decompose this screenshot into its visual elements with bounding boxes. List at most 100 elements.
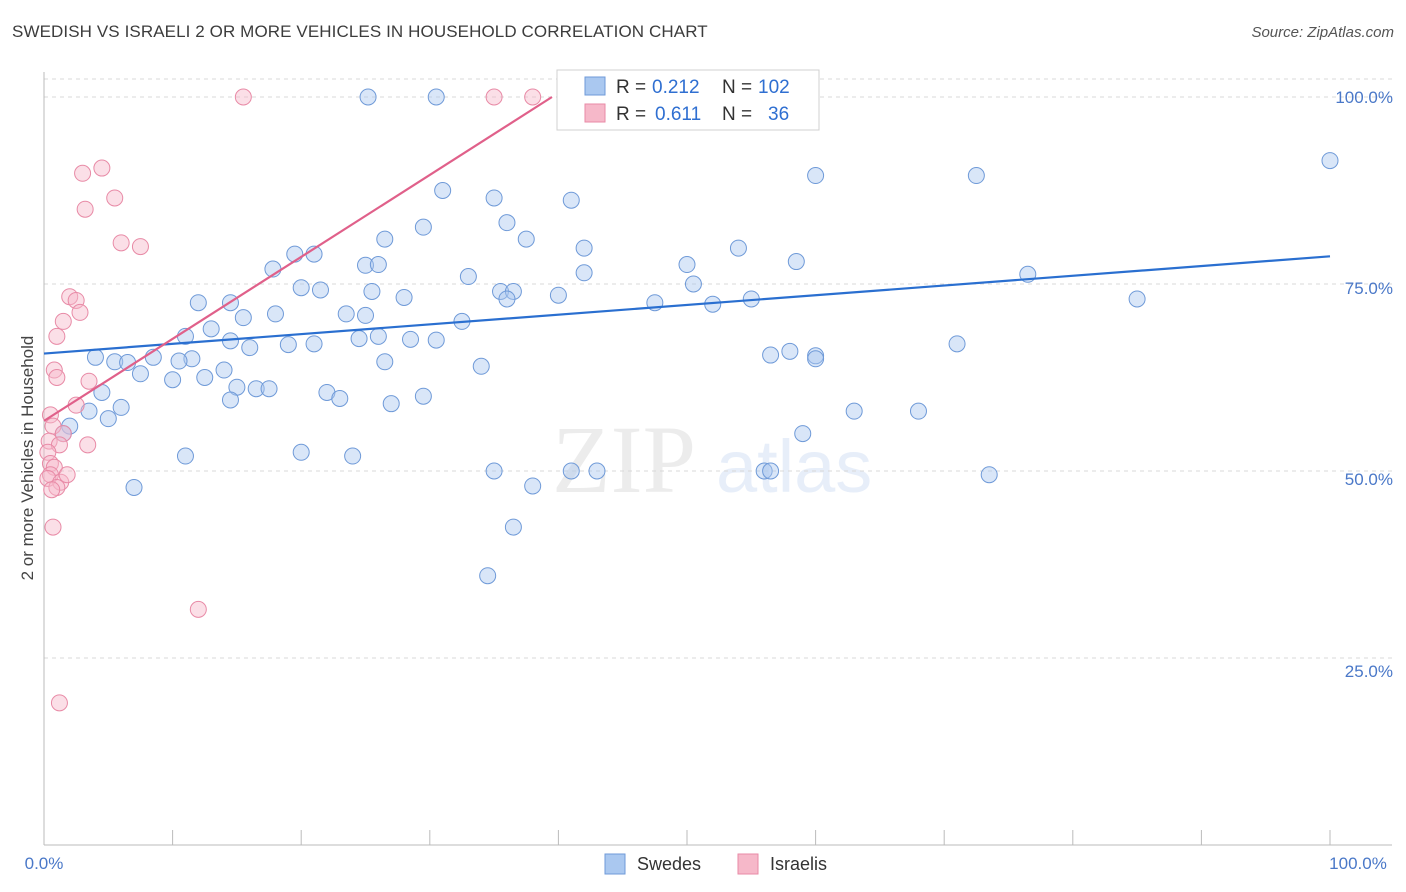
point-swedes bbox=[266, 305, 284, 323]
point-swedes bbox=[395, 288, 413, 306]
point-israelis bbox=[39, 469, 57, 487]
point-swedes bbox=[279, 336, 297, 354]
point-swedes bbox=[414, 387, 432, 405]
point-swedes bbox=[305, 335, 323, 353]
series-swedes-points bbox=[54, 88, 1339, 585]
point-swedes bbox=[376, 230, 394, 248]
point-swedes bbox=[125, 478, 143, 496]
legend: Swedes Israelis bbox=[604, 853, 827, 875]
stats-box: R = 0.212 N = 102 R = 0.611 N = 36 bbox=[556, 69, 820, 131]
point-israelis bbox=[39, 443, 57, 461]
point-swedes bbox=[260, 380, 278, 398]
point-israelis bbox=[524, 88, 542, 106]
point-swedes bbox=[337, 305, 355, 323]
point-israelis bbox=[131, 238, 149, 256]
point-swedes bbox=[427, 88, 445, 106]
point-israelis bbox=[93, 159, 111, 177]
point-israelis bbox=[50, 694, 68, 712]
point-swedes bbox=[762, 462, 780, 480]
point-swedes bbox=[234, 309, 252, 327]
point-israelis bbox=[112, 234, 130, 252]
point-swedes bbox=[1321, 152, 1339, 170]
series-israelis-points bbox=[39, 88, 542, 712]
source-credit: Source: ZipAtlas.com bbox=[1251, 24, 1394, 41]
point-swedes bbox=[359, 88, 377, 106]
point-swedes bbox=[247, 380, 265, 398]
point-swedes bbox=[344, 447, 362, 465]
x-tick-label-100: 100.0% bbox=[1329, 854, 1387, 873]
stats-r-value-swedes: 0.212 bbox=[652, 77, 700, 98]
trend-line-israelis bbox=[43, 96, 553, 422]
point-israelis bbox=[189, 600, 207, 618]
point-swedes bbox=[434, 182, 452, 199]
point-swedes bbox=[183, 350, 201, 368]
point-swedes bbox=[131, 365, 149, 383]
point-israelis bbox=[48, 369, 66, 386]
point-swedes bbox=[196, 369, 214, 386]
point-swedes bbox=[221, 391, 239, 409]
point-israelis bbox=[234, 88, 252, 106]
gridlines bbox=[44, 78, 1392, 659]
point-israelis bbox=[76, 200, 94, 218]
point-israelis bbox=[54, 312, 72, 330]
point-swedes bbox=[311, 281, 329, 299]
point-swedes bbox=[402, 330, 420, 348]
point-swedes bbox=[376, 353, 394, 371]
point-swedes bbox=[472, 357, 490, 375]
point-swedes bbox=[350, 330, 368, 348]
point-swedes bbox=[678, 256, 696, 274]
legend-label-israelis: Israelis bbox=[770, 854, 827, 874]
point-swedes bbox=[414, 218, 432, 236]
point-swedes bbox=[562, 462, 580, 480]
y-axis-title: 2 or more Vehicles in Household bbox=[18, 336, 37, 581]
point-swedes bbox=[369, 256, 387, 274]
point-swedes bbox=[684, 275, 702, 293]
legend-label-swedes: Swedes bbox=[637, 854, 701, 874]
point-israelis bbox=[48, 327, 66, 345]
point-swedes bbox=[479, 567, 497, 585]
point-swedes bbox=[292, 443, 310, 461]
point-swedes bbox=[807, 350, 825, 368]
point-swedes bbox=[459, 268, 477, 286]
stats-r-label-swedes: R = bbox=[616, 77, 646, 98]
point-swedes bbox=[241, 339, 259, 357]
point-swedes bbox=[755, 462, 773, 480]
trend-line-swedes bbox=[43, 255, 1331, 355]
point-swedes bbox=[980, 466, 998, 484]
point-swedes bbox=[794, 425, 812, 443]
point-israelis bbox=[74, 164, 92, 182]
stats-n-value-swedes: 102 bbox=[758, 77, 790, 98]
watermark-zip: ZIP bbox=[552, 406, 696, 513]
point-swedes bbox=[286, 245, 304, 263]
legend-swatch-swedes bbox=[604, 853, 626, 875]
point-swedes bbox=[909, 402, 927, 420]
point-swedes bbox=[202, 320, 220, 338]
point-israelis bbox=[79, 436, 97, 454]
watermark: ZIP atlas bbox=[552, 406, 872, 513]
point-israelis bbox=[71, 303, 89, 321]
legend-swatch-israelis bbox=[737, 853, 759, 875]
point-swedes bbox=[1128, 290, 1146, 308]
point-swedes bbox=[357, 306, 374, 324]
point-swedes bbox=[967, 167, 985, 185]
point-swedes bbox=[485, 189, 503, 207]
point-swedes bbox=[357, 256, 374, 274]
point-israelis bbox=[106, 189, 124, 207]
point-swedes bbox=[517, 230, 535, 248]
point-swedes bbox=[498, 290, 516, 308]
point-swedes bbox=[189, 294, 207, 312]
stats-n-label-swedes: N = bbox=[722, 77, 752, 98]
point-swedes bbox=[562, 191, 580, 209]
point-swedes bbox=[948, 335, 966, 353]
stats-r-label-israelis: R = bbox=[616, 104, 646, 125]
stats-swatch-swedes bbox=[584, 76, 606, 96]
point-israelis bbox=[43, 481, 61, 499]
point-swedes bbox=[215, 361, 233, 379]
watermark-atlas: atlas bbox=[716, 425, 872, 508]
stats-n-label-israelis: N = bbox=[722, 104, 752, 125]
point-swedes bbox=[729, 239, 747, 257]
point-swedes bbox=[86, 348, 104, 366]
point-swedes bbox=[549, 286, 567, 304]
point-israelis bbox=[44, 518, 62, 536]
